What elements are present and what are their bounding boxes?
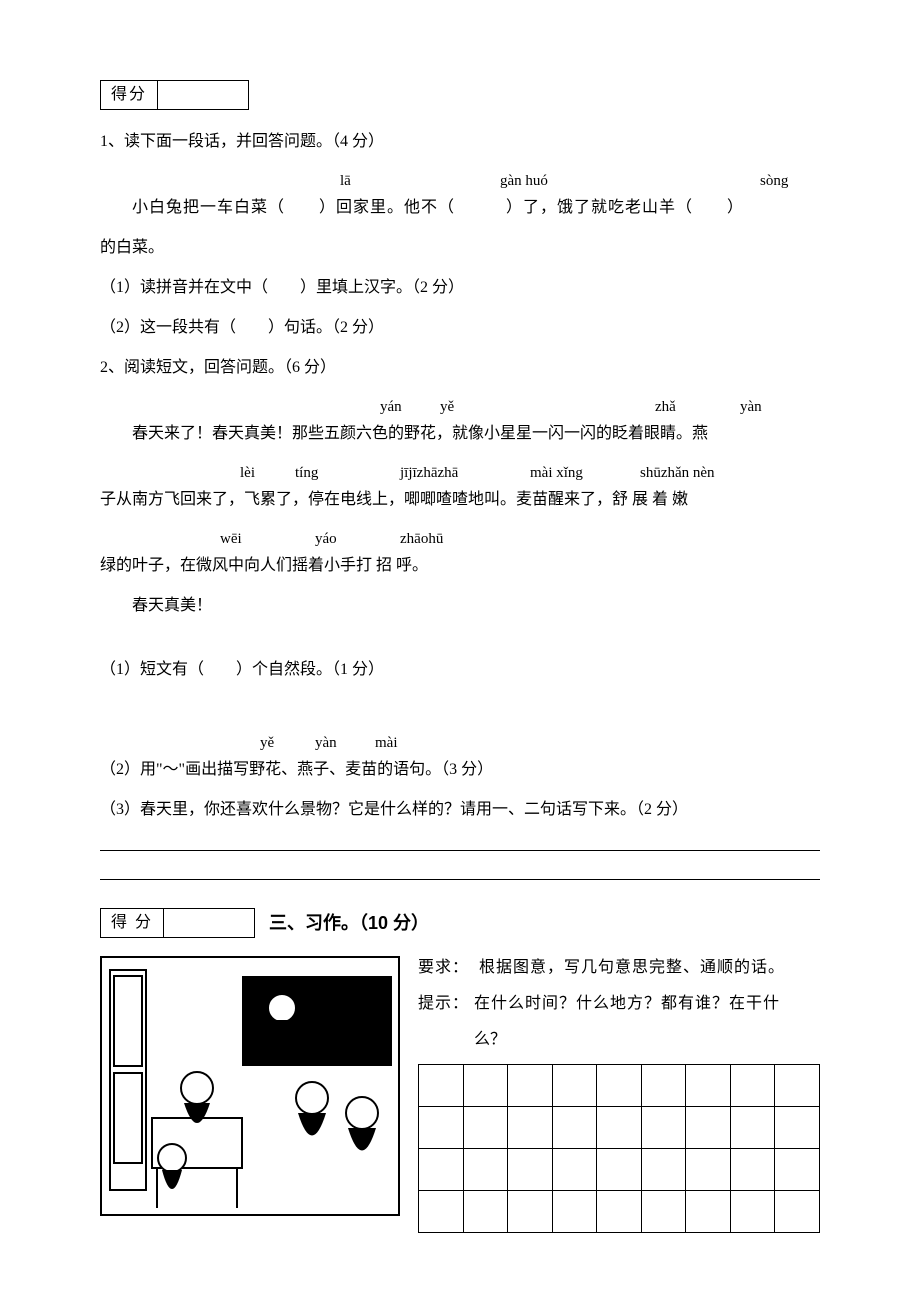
writing-cell[interactable] xyxy=(686,1065,731,1107)
q2-row2-pinyin: lèi tíng jījīzhāzhā mài xǐng shūzhǎn nèn xyxy=(100,462,820,484)
writing-cell[interactable] xyxy=(463,1107,508,1149)
writing-cell[interactable] xyxy=(508,1065,553,1107)
pinyin-zha: zhǎ xyxy=(655,396,676,419)
writing-cell[interactable] xyxy=(686,1191,731,1233)
hint-line-2: 么？ xyxy=(418,1028,820,1052)
writing-cell[interactable] xyxy=(686,1107,731,1149)
writing-grid[interactable] xyxy=(418,1064,820,1233)
writing-cell[interactable] xyxy=(730,1065,775,1107)
hint-label: 提示： xyxy=(418,995,469,1012)
pinyin-mai: mài xyxy=(375,732,398,755)
score-value[interactable] xyxy=(158,81,248,109)
score-value-2[interactable] xyxy=(164,909,254,937)
section-3-right: 要求： 根据图意，写几句意思完整、通顺的话。 提示： 在什么时间？什么地方？都有… xyxy=(418,956,820,1233)
q1-text-line2: 的白菜。 xyxy=(100,236,820,260)
section-3-title: 三、习作。（10 分） xyxy=(269,910,429,937)
writing-cell[interactable] xyxy=(597,1191,642,1233)
writing-prompt-image xyxy=(100,956,400,1216)
requirement-line: 要求： 根据图意，写几句意思完整、通顺的话。 xyxy=(418,956,820,980)
writing-cell[interactable] xyxy=(463,1065,508,1107)
writing-cell[interactable] xyxy=(641,1191,686,1233)
pinyin-jiji: jījīzhāzhā xyxy=(400,462,458,485)
pinyin-ye: yě xyxy=(440,396,454,419)
score-label: 得分 xyxy=(101,81,158,109)
pinyin-ganhuo: gàn huó xyxy=(500,170,548,193)
hint-line: 提示： 在什么时间？什么地方？都有谁？在干什 xyxy=(418,992,820,1016)
score-box-2: 得 分 xyxy=(100,908,255,938)
q2-sub2-pinyin: yě yàn mài xyxy=(100,732,820,754)
writing-cell[interactable] xyxy=(730,1107,775,1149)
pinyin-maixing: mài xǐng xyxy=(530,462,583,485)
writing-cell[interactable] xyxy=(463,1191,508,1233)
writing-cell[interactable] xyxy=(775,1107,820,1149)
q2-row1-text: 春天来了！春天真美！那些五颜六色的野花，就像小星星一闪一闪的眨着眼睛。燕 xyxy=(100,422,820,446)
writing-cell[interactable] xyxy=(775,1149,820,1191)
writing-cell[interactable] xyxy=(419,1191,464,1233)
pinyin-yan4: yàn xyxy=(740,396,762,419)
writing-cell[interactable] xyxy=(552,1107,597,1149)
q2-sub2: （2）用"～"画出描写野花、燕子、麦苗的语句。（3 分） xyxy=(100,758,820,782)
pinyin-yao: yáo xyxy=(315,528,337,551)
q1-pinyin-row: lā gàn huó sòng xyxy=(100,170,820,192)
pinyin-lei: lèi xyxy=(240,462,255,485)
hint-text: 在什么时间？什么地方？都有谁？在干什 xyxy=(474,995,780,1012)
pinyin-ye2: yě xyxy=(260,732,274,755)
writing-cell[interactable] xyxy=(597,1065,642,1107)
writing-cell[interactable] xyxy=(641,1065,686,1107)
q2-row3-pinyin: wēi yáo zhāohū xyxy=(100,528,820,550)
q1-text-line1: 小白兔把一车白菜（ ）回家里。他不（ ）了，饿了就吃老山羊（ ） xyxy=(100,196,820,220)
writing-cell[interactable] xyxy=(686,1149,731,1191)
section-3-body: 要求： 根据图意，写几句意思完整、通顺的话。 提示： 在什么时间？什么地方？都有… xyxy=(100,956,820,1233)
q2-sub1: （1）短文有（ ）个自然段。（1 分） xyxy=(100,658,820,682)
answer-line-1[interactable] xyxy=(100,850,820,851)
writing-cell[interactable] xyxy=(552,1149,597,1191)
writing-cell[interactable] xyxy=(419,1065,464,1107)
score-box-1: 得分 xyxy=(100,80,249,110)
writing-cell[interactable] xyxy=(641,1149,686,1191)
writing-cell[interactable] xyxy=(730,1191,775,1233)
req-label: 要求： xyxy=(418,959,469,976)
writing-cell[interactable] xyxy=(641,1107,686,1149)
pinyin-wei: wēi xyxy=(220,528,242,551)
pinyin-ting: tíng xyxy=(295,462,318,485)
writing-cell[interactable] xyxy=(597,1107,642,1149)
q1-title: 1、读下面一段话，并回答问题。（4 分） xyxy=(100,130,820,154)
pinyin-song: sòng xyxy=(760,170,788,193)
q1-sub1: （1）读拼音并在文中（ ）里填上汉字。（2 分） xyxy=(100,276,820,300)
q2-title: 2、阅读短文，回答问题。（6 分） xyxy=(100,356,820,380)
writing-cell[interactable] xyxy=(508,1191,553,1233)
writing-cell[interactable] xyxy=(419,1149,464,1191)
q2-row3-text: 绿的叶子，在微风中向人们摇着小手打 招 呼。 xyxy=(100,554,820,578)
writing-cell[interactable] xyxy=(463,1149,508,1191)
q2-row2-text: 子从南方飞回来了，飞累了，停在电线上，唧唧喳喳地叫。麦苗醒来了，舒 展 着 嫩 xyxy=(100,488,820,512)
writing-cell[interactable] xyxy=(552,1065,597,1107)
writing-cell[interactable] xyxy=(552,1191,597,1233)
req-text: 根据图意，写几句意思完整、通顺的话。 xyxy=(479,959,785,976)
pinyin-la: lā xyxy=(340,170,351,193)
writing-cell[interactable] xyxy=(508,1107,553,1149)
pinyin-yan2: yàn xyxy=(315,732,337,755)
q2-row4-text: 春天真美！ xyxy=(100,594,820,618)
writing-cell[interactable] xyxy=(730,1149,775,1191)
writing-cell[interactable] xyxy=(597,1149,642,1191)
pinyin-shuzhan: shūzhǎn nèn xyxy=(640,462,715,485)
q1-sub2: （2）这一段共有（ ）句话。（2 分） xyxy=(100,316,820,340)
writing-cell[interactable] xyxy=(508,1149,553,1191)
writing-cell[interactable] xyxy=(419,1107,464,1149)
answer-line-2[interactable] xyxy=(100,879,820,880)
pinyin-zhaohu: zhāohū xyxy=(400,528,443,551)
pinyin-yan: yán xyxy=(380,396,402,419)
score-label-2: 得 分 xyxy=(101,909,164,937)
writing-cell[interactable] xyxy=(775,1065,820,1107)
q2-row1-pinyin: yán yě zhǎ yàn xyxy=(100,396,820,418)
writing-cell[interactable] xyxy=(775,1191,820,1233)
q2-sub3: （3）春天里，你还喜欢什么景物？它是什么样的？请用一、二句话写下来。（2 分） xyxy=(100,798,820,822)
section-3-header: 得 分 三、习作。（10 分） xyxy=(100,908,820,938)
